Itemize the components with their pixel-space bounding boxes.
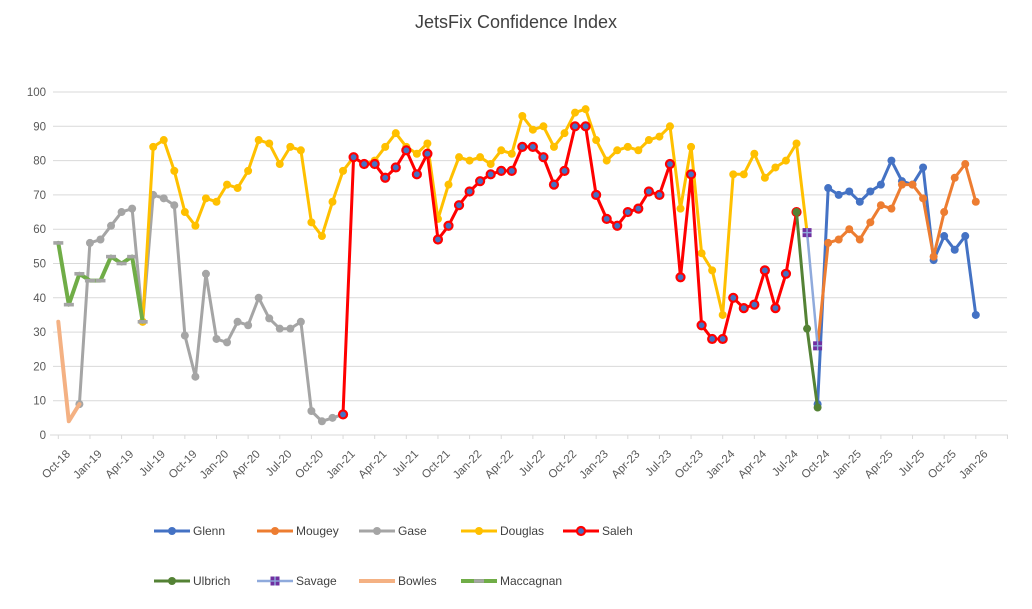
x-tick-label: Oct-21 xyxy=(420,448,453,481)
series-savage-line xyxy=(805,231,819,348)
series-douglas-line xyxy=(141,107,809,324)
series-glenn-line xyxy=(816,159,978,406)
x-tick-label: Jan-24 xyxy=(704,448,738,482)
series-saleh-line xyxy=(341,124,798,416)
series-ulbrich xyxy=(792,208,822,412)
x-tick-label: Jan-20 xyxy=(198,448,231,481)
x-tick-label: Oct-25 xyxy=(926,448,959,481)
x-tick-label: Apr-20 xyxy=(230,448,263,481)
x-tick-label: Oct-19 xyxy=(167,448,200,481)
x-tick-label: Jul-24 xyxy=(770,448,801,479)
y-tick-label: 90 xyxy=(33,121,46,133)
series-savage xyxy=(802,228,823,351)
series-ulbrich-markers xyxy=(792,208,822,412)
series-mougey-line xyxy=(816,162,978,348)
series-bowles xyxy=(56,319,82,424)
x-tick-label: Oct-23 xyxy=(673,448,706,481)
series-bowles-line xyxy=(56,319,82,424)
y-tick-label: 50 xyxy=(33,259,46,271)
series-mougey-markers xyxy=(813,160,980,350)
series-saleh xyxy=(337,121,802,420)
y-tick-label: 0 xyxy=(40,430,46,442)
x-tick-label: Jan-21 xyxy=(324,448,357,481)
x-tick-label: Jan-25 xyxy=(831,448,864,481)
y-tick-label: 20 xyxy=(33,361,46,373)
x-tick-label: Jan-22 xyxy=(451,448,484,481)
series-maccagnan-markers xyxy=(53,241,148,324)
series-mougey xyxy=(813,160,980,350)
x-tick-label: Jul-21 xyxy=(390,448,421,479)
series-gase xyxy=(75,190,348,426)
x-tick-label: Apr-23 xyxy=(610,448,643,481)
chart-title: JetsFix Confidence Index xyxy=(414,12,618,32)
y-tick-label: 80 xyxy=(33,156,46,168)
x-tick-label: Jan-23 xyxy=(578,448,611,481)
y-axis-labels: 0 10 20 30 40 50 60 70 80 90 100 xyxy=(27,87,46,442)
series-douglas xyxy=(138,105,812,326)
series-maccagnan xyxy=(53,240,148,324)
series-saleh-markers xyxy=(337,121,802,420)
y-tick-label: 60 xyxy=(33,224,46,236)
x-tick-label: Jul-19 xyxy=(137,448,168,479)
x-tick-label: Jul-20 xyxy=(264,448,295,479)
x-tick-label: Oct-20 xyxy=(293,448,326,481)
x-tick-label: Jan-26 xyxy=(957,448,990,481)
y-tick-label: 30 xyxy=(33,327,46,339)
x-tick-label: Apr-19 xyxy=(103,448,136,481)
y-tick-label: 40 xyxy=(33,293,46,305)
x-tick-label: Jul-25 xyxy=(897,448,928,479)
x-tick-label: Apr-21 xyxy=(357,448,390,481)
x-tick-label: Jul-22 xyxy=(517,448,548,479)
x-tick-label: Jan-19 xyxy=(71,448,104,481)
x-tick-label: Oct-24 xyxy=(799,448,832,481)
x-tick-label: Apr-24 xyxy=(736,448,769,481)
x-tick-label: Apr-22 xyxy=(483,448,516,481)
series-douglas-markers xyxy=(138,105,812,326)
x-axis xyxy=(50,434,1008,439)
gridlines xyxy=(53,91,1007,436)
x-tick-label: Jul-23 xyxy=(644,448,675,479)
y-tick-label: 10 xyxy=(33,396,46,408)
y-tick-label: 70 xyxy=(33,190,46,202)
y-tick-label: 100 xyxy=(27,87,46,99)
x-tick-label: Oct-18 xyxy=(40,448,73,481)
x-tick-label: Apr-25 xyxy=(863,448,896,481)
x-tick-label: Oct-22 xyxy=(546,448,579,481)
series-savage-markers xyxy=(802,228,823,351)
